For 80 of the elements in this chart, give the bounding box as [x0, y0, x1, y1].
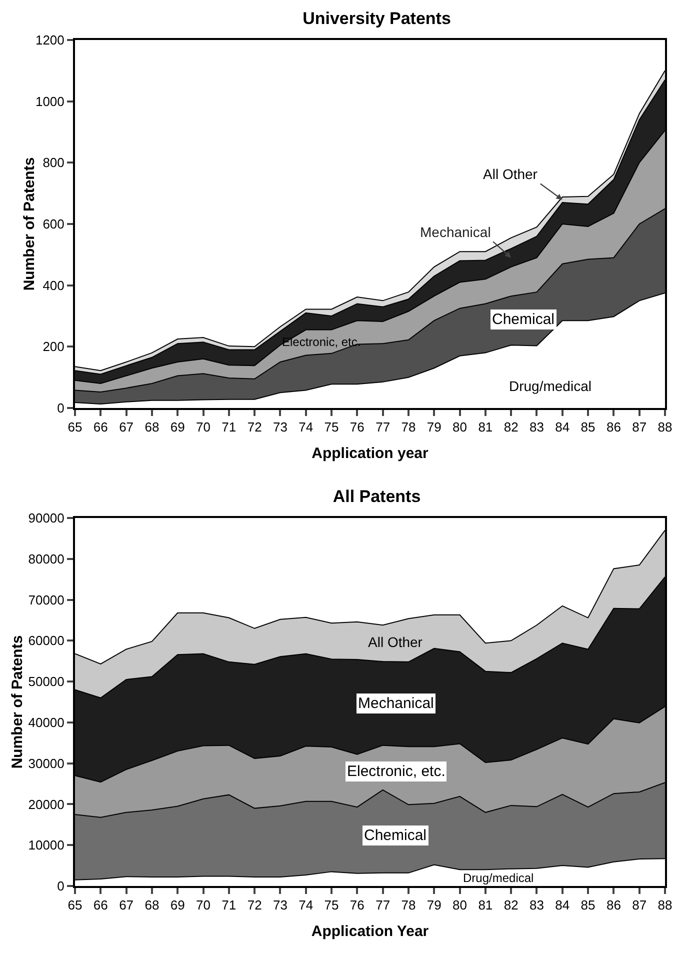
x-tick-label: 74: [298, 420, 314, 435]
series-label: Mechanical: [420, 224, 491, 240]
y-tick-label: 0: [57, 400, 64, 416]
x-tick-label: 84: [555, 898, 570, 913]
y-tick-label: 60000: [28, 633, 64, 648]
x-tick-label: 83: [530, 420, 544, 435]
x-tick-label: 65: [68, 898, 82, 913]
x-tick-label: 68: [144, 898, 160, 913]
series-label: Drug/medical: [463, 871, 534, 885]
series-label: All Other: [368, 634, 423, 650]
x-tick-label: 81: [478, 420, 493, 435]
x-tick-label: 77: [376, 420, 390, 435]
x-tick-label: 78: [401, 898, 416, 913]
y-tick-label: 200: [42, 339, 64, 354]
y-tick-label: 30000: [28, 756, 64, 771]
x-tick-label: 86: [606, 898, 621, 913]
x-tick-label: 83: [530, 898, 544, 913]
x-tick-label: 87: [632, 420, 647, 435]
y-tick-label: 80000: [28, 551, 64, 566]
x-tick-label: 76: [350, 420, 364, 435]
y-tick-label: 10000: [28, 838, 64, 853]
y-axis-title: Number of Patents: [9, 635, 26, 769]
x-tick-label: 69: [170, 898, 185, 913]
series-label: Chemical: [492, 311, 555, 328]
x-tick-label: 79: [426, 420, 442, 435]
series-label: Mechanical: [358, 695, 434, 712]
x-tick-label: 66: [93, 420, 108, 435]
x-tick-label: 72: [247, 898, 262, 913]
x-tick-label: 70: [196, 898, 210, 913]
x-tick-label: 82: [504, 420, 518, 435]
y-tick-label: 600: [42, 216, 64, 232]
x-tick-label: 71: [222, 898, 236, 913]
x-axis-title: Application year: [312, 445, 429, 462]
x-tick-label: 88: [658, 420, 672, 435]
x-tick-label: 65: [68, 420, 82, 435]
x-tick-label: 75: [324, 420, 339, 435]
y-tick-label: 50000: [28, 674, 64, 690]
x-tick-label: 75: [324, 898, 339, 913]
chart-title: University Patents: [302, 8, 451, 28]
series-label: Drug/medical: [509, 378, 592, 394]
x-tick-label: 79: [426, 898, 442, 913]
x-tick-label: 68: [144, 420, 160, 435]
x-tick-label: 74: [298, 898, 314, 913]
x-tick-label: 73: [272, 898, 288, 913]
x-tick-label: 88: [658, 898, 672, 913]
x-tick-label: 80: [452, 898, 468, 913]
x-tick-label: 67: [119, 420, 134, 435]
y-tick-label: 40000: [28, 714, 64, 730]
x-tick-label: 86: [606, 420, 621, 435]
x-tick-label: 81: [478, 898, 493, 913]
y-tick-label: 0: [57, 878, 64, 894]
y-tick-label: 800: [42, 155, 64, 170]
y-tick-label: 1000: [35, 94, 64, 109]
chart-title: All Patents: [332, 486, 421, 506]
x-tick-label: 73: [272, 420, 288, 435]
x-tick-label: 67: [119, 898, 134, 913]
x-tick-label: 82: [504, 898, 518, 913]
x-tick-label: 69: [170, 420, 185, 435]
x-tick-label: 80: [452, 420, 468, 435]
y-tick-label: 1200: [35, 32, 64, 48]
y-axis-title: Number of Patents: [21, 157, 38, 291]
y-tick-label: 400: [42, 278, 64, 293]
series-label: Electronic, etc.: [347, 763, 446, 780]
x-tick-label: 72: [247, 420, 262, 435]
text: All Other: [483, 166, 538, 182]
series-label: Chemical: [364, 827, 427, 844]
x-tick-label: 66: [93, 898, 108, 913]
y-tick-label: 70000: [28, 592, 64, 608]
x-tick-label: 85: [580, 420, 596, 435]
x-tick-label: 78: [401, 420, 416, 435]
x-tick-label: 84: [555, 420, 570, 435]
x-tick-label: 87: [632, 898, 647, 913]
y-tick-label: 20000: [28, 796, 64, 812]
x-tick-label: 76: [350, 898, 364, 913]
x-tick-label: 77: [376, 898, 390, 913]
y-tick-label: 90000: [28, 510, 64, 526]
x-tick-label: 85: [580, 898, 596, 913]
x-tick-label: 70: [196, 420, 210, 435]
x-tick-label: 71: [222, 420, 236, 435]
x-axis-title: Application Year: [311, 923, 429, 940]
